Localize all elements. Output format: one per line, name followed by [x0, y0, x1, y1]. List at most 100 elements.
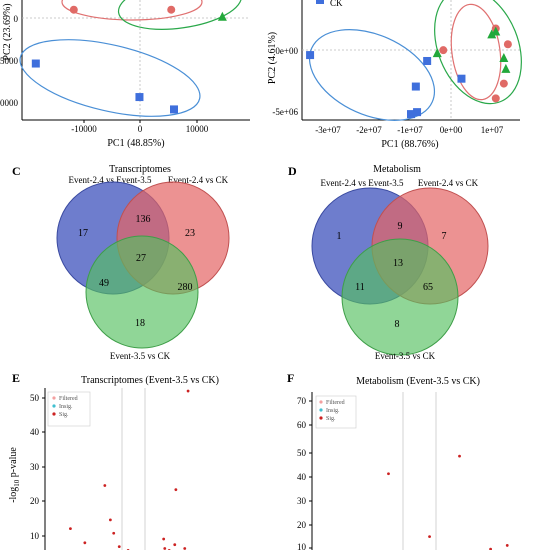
panel-e-legend-insig: Insig.	[59, 404, 73, 410]
panel-e-point-s0-0	[69, 527, 72, 531]
panel-f-point-s0-1	[458, 454, 461, 458]
panel-f-points	[387, 454, 509, 550]
panel-a-ytick-2: -10000	[0, 98, 18, 108]
panel-d-set-c: Event-3.5 vs CK	[375, 351, 436, 361]
panel-e-point-s0-14	[163, 547, 167, 550]
panel-b-point-s2-0	[432, 48, 442, 58]
panel-f-legend-insig: Insig.	[326, 408, 340, 414]
panel-e-letter: E	[12, 371, 20, 385]
panel-a-point-s2-0	[217, 11, 227, 21]
panel-f-title: Metabolism (Event-3.5 vs CK)	[356, 376, 480, 387]
panel-b-point-s2-3	[499, 53, 509, 63]
panel-c-count-b-only: 23	[185, 228, 195, 239]
panel-e-ylabel: -log10 p-value	[8, 447, 21, 503]
panel-a-ylabel: PC2 (23.69%)	[2, 3, 13, 60]
panel-f-ytick-3: 40	[297, 472, 307, 482]
panel-b-ytick-0: 0e+00	[275, 46, 298, 56]
panel-b-xlabel: PC1 (88.76%)	[381, 139, 438, 150]
panel-f-point-s0-2	[428, 535, 431, 539]
panel-b-ellipse-green	[434, 0, 522, 105]
panel-e-ytick-3: 20	[30, 496, 40, 506]
panel-b-point-s1-1	[491, 94, 500, 103]
panel-f-legend-insig-dot	[319, 408, 323, 412]
panel-b-xtick-1: -2e+07	[356, 125, 382, 135]
panel-e-point-s0-5	[83, 541, 87, 545]
panel-b: CK 0e+00 -5e+06 -3e+07 -2e+07 -1e+07 0e+…	[267, 0, 522, 150]
panel-b-xtick-2: -1e+07	[397, 125, 423, 135]
panel-a-xtick-0: -10000	[71, 124, 97, 134]
panel-a-point-s0-2	[170, 105, 178, 114]
panel-c-count-a-only: 17	[78, 228, 88, 239]
panel-d-count-a-only: 1	[337, 231, 342, 242]
panel-e-point-s0-4	[117, 545, 121, 549]
panel-e: E Transcriptomes (Event-3.5 vs CK) 50 40…	[8, 371, 219, 550]
panel-a-ytick-0: 0	[14, 14, 19, 24]
panel-d-count-c-only: 8	[395, 319, 400, 330]
panel-e-point-s0-19	[186, 389, 190, 393]
panel-c-title: Transcriptomes	[109, 164, 171, 175]
panel-b-point-s0-1	[423, 56, 432, 65]
panel-d-set-a: Event-2.4 vs Event-3.5	[321, 178, 404, 188]
panel-e-legend-sig-dot	[52, 412, 56, 416]
panel-a-xtick-2: 10000	[186, 124, 209, 134]
panel-b-point-s1-2	[499, 79, 508, 88]
panel-e-point-s0-17	[183, 547, 187, 550]
panel-e-ytick-2: 30	[30, 462, 40, 472]
panel-c-count-ab: 136	[136, 214, 151, 225]
panel-b-point-s0-5	[457, 74, 466, 83]
panel-b-xtick-3: 0e+00	[440, 125, 463, 135]
panel-f-legend-filtered: Filtered	[326, 400, 345, 406]
panel-a-points	[31, 5, 227, 114]
panel-c-count-abc: 27	[136, 253, 146, 264]
panel-e-point-s0-10	[162, 537, 166, 541]
panel-c-count-ac: 49	[99, 278, 109, 289]
panel-c: C Transcriptomes Event-2.4 vs Event-3.5 …	[12, 164, 230, 361]
panel-d-count-abc: 13	[393, 258, 403, 269]
panel-a-ellipse-blue	[19, 39, 201, 117]
panel-f-point-s0-4	[489, 547, 492, 550]
panel-c-set-c: Event-3.5 vs CK	[110, 351, 171, 361]
panel-d-circle-c	[341, 238, 459, 356]
panel-f-letter: F	[287, 371, 294, 385]
panel-c-count-bc: 280	[178, 282, 193, 293]
panel-a-point-s0-1	[135, 93, 144, 102]
panel-b-points	[306, 24, 512, 119]
panel-e-point-s0-20	[174, 488, 178, 492]
panel-f-legend-filtered-dot	[319, 400, 323, 404]
panel-e-legend-insig-dot	[52, 404, 56, 408]
panel-a-point-s0-0	[31, 59, 40, 68]
panel-a-ellipse-red	[61, 0, 203, 21]
panel-a-point-s1-1	[167, 5, 176, 14]
panel-b-point-s0-4	[407, 110, 415, 119]
panel-a-ytick-1: -5000	[0, 56, 18, 66]
panel-b-ylabel: PC2 (4.61%)	[267, 32, 278, 84]
panel-a-xtick-1: 0	[138, 124, 143, 134]
panel-f-ytick-5: 20	[297, 520, 307, 530]
panel-a-xlabel: PC1 (48.85%)	[107, 138, 164, 149]
panel-a-point-s1-0	[69, 5, 78, 14]
panel-b-point-s2-1	[487, 29, 497, 39]
panel-b-legend-label: CK	[330, 0, 343, 8]
panel-c-count-c-only: 18	[135, 318, 145, 329]
panel-f-legend-sig: Sig.	[326, 416, 336, 422]
panel-f-ytick-4: 30	[297, 496, 307, 506]
panel-e-point-s0-1	[103, 484, 107, 487]
panel-b-point-s2-4	[501, 63, 511, 73]
panel-b-point-s0-0	[306, 51, 315, 60]
panel-e-legend-sig: Sig.	[59, 412, 69, 418]
panel-d-count-bc: 65	[423, 282, 433, 293]
panel-c-set-a: Event-2.4 vs Event-3.5	[69, 175, 152, 185]
panel-a: 0 -5000 -10000 -10000 0 10000 PC1 (48.85…	[0, 0, 250, 149]
panel-d-set-b: Event-2.4 vs CK	[418, 178, 479, 188]
panel-b-xtick-0: -3e+07	[315, 125, 341, 135]
panel-e-legend-filtered: Filtered	[59, 396, 78, 402]
panel-e-point-s0-3	[112, 531, 116, 535]
panel-c-letter: C	[12, 164, 21, 178]
panel-f-point-s0-3	[505, 544, 509, 547]
panel-b-point-s0-2	[411, 82, 420, 91]
panel-a-ellipse-green	[117, 0, 243, 30]
panel-e-point-s0-12	[173, 543, 177, 547]
panel-b-legend-square	[316, 0, 324, 4]
panel-b-ellipse-red	[450, 3, 502, 101]
panel-d: D Metabolism Event-2.4 vs Event-3.5 Even…	[288, 164, 489, 361]
